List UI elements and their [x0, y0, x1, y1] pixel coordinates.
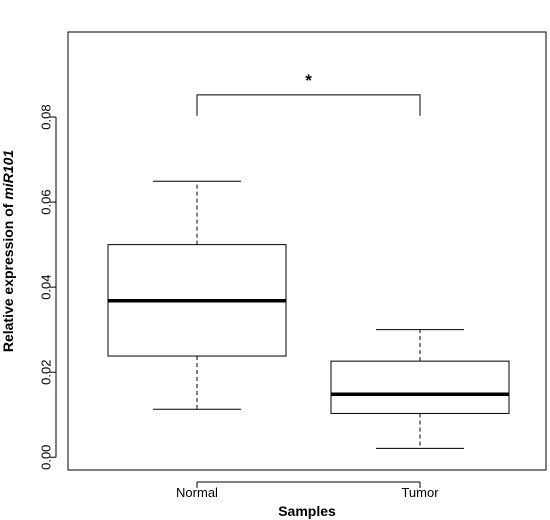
- bracket-line: [196, 94, 421, 116]
- y-axis-title-prefix: Relative expression of: [0, 200, 16, 353]
- x-tick-label-tumor: Tumor: [401, 485, 439, 500]
- y-tick-label: 0.00: [39, 445, 54, 470]
- y-axis-title-gene: miR101: [0, 150, 16, 200]
- x-axis-title: Samples: [278, 503, 336, 519]
- x-tick-label-normal: Normal: [176, 485, 218, 500]
- plot-frame: [67, 31, 547, 471]
- significance-bracket: *: [196, 71, 421, 116]
- y-tick-label: 0.04: [39, 274, 54, 299]
- box-tumor: [330, 329, 510, 449]
- significance-label: *: [305, 71, 312, 90]
- box-series: [107, 180, 510, 449]
- y-axis: 0.00 0.02 0.04 0.06 0.08: [39, 104, 57, 470]
- y-tick-label: 0.02: [39, 360, 54, 385]
- y-tick-label: 0.06: [39, 189, 54, 214]
- y-tick-label: 0.08: [39, 104, 54, 129]
- box-normal: [107, 180, 287, 410]
- interquartile-box: [330, 360, 510, 414]
- y-axis-title: Relative expression of miR101: [0, 150, 16, 353]
- x-axis: Normal Tumor: [176, 481, 439, 500]
